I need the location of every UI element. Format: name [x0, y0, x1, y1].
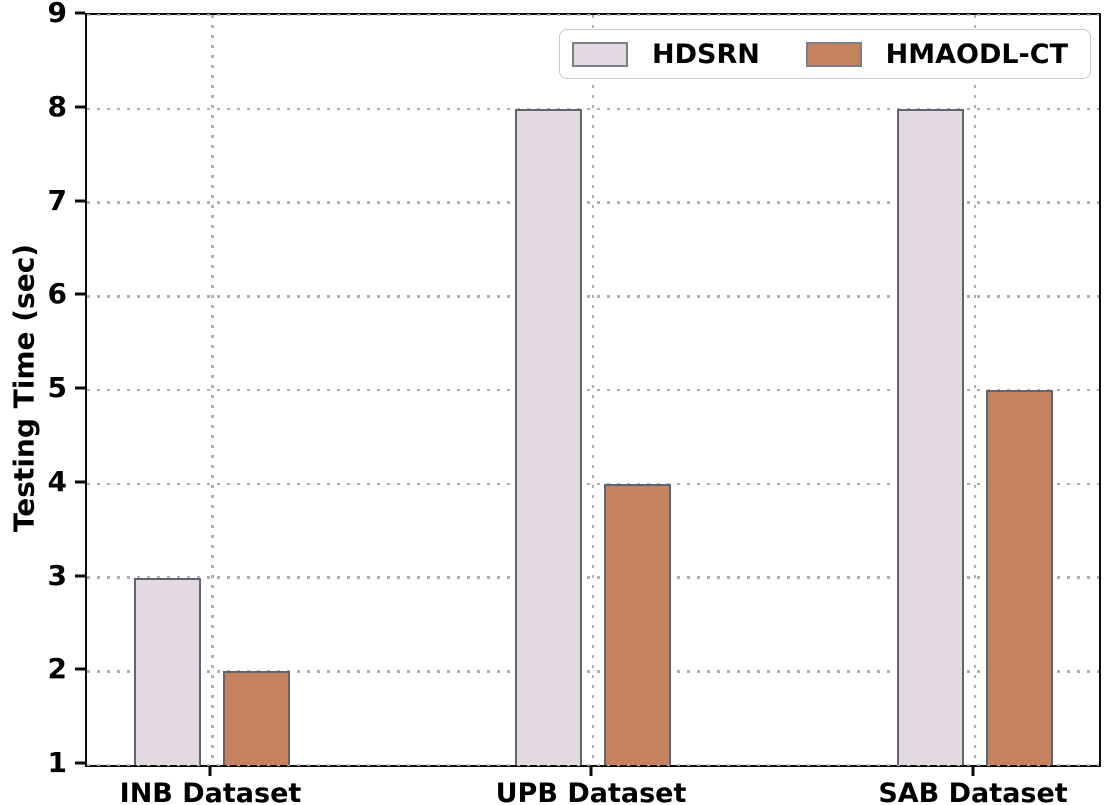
legend-label: HMAODL-CT	[885, 38, 1068, 70]
bar-hmaodl-ct-sab	[986, 390, 1054, 765]
y-tick-label: 5	[47, 371, 67, 404]
y-tick-label: 7	[47, 183, 67, 217]
x-tick-mark	[589, 765, 593, 776]
legend-label: HDSRN	[652, 38, 760, 70]
legend-item: HMAODL-CT	[805, 38, 1068, 70]
legend-item: HDSRN	[572, 41, 760, 68]
y-tick-label: 8	[47, 89, 67, 123]
y-tick-label: 9	[47, 0, 67, 29]
legend: HDSRN HMAODL-CT	[559, 29, 1091, 79]
x-tick-label: SAB Dataset	[878, 778, 1068, 805]
bar-hdsrn-inb	[134, 577, 202, 765]
gridline-vertical	[591, 15, 595, 765]
y-tick-mark	[75, 11, 85, 15]
x-tick-label: UPB Dataset	[495, 778, 687, 805]
x-tick-label: INB Dataset	[119, 778, 302, 805]
bar-hmaodl-ct-upb	[604, 483, 671, 765]
legend-swatch-hmaodl-ct	[805, 41, 862, 67]
x-tick-mark	[208, 765, 212, 776]
y-tick-mark	[75, 667, 85, 671]
bar-hdsrn-sab	[897, 108, 965, 765]
y-tick-mark	[75, 292, 85, 296]
y-tick-mark	[75, 761, 85, 765]
bar-hmaodl-ct-inb	[223, 671, 291, 765]
gridline-vertical	[211, 15, 214, 765]
y-tick-mark	[75, 480, 85, 484]
gridline-horizontal	[87, 763, 1099, 767]
y-tick-label: 6	[47, 277, 67, 311]
y-tick-label: 3	[47, 558, 67, 592]
y-tick-mark	[75, 199, 85, 202]
bar-hdsrn-upb	[515, 108, 582, 765]
y-tick-mark	[75, 574, 85, 577]
y-tick-mark	[75, 386, 85, 390]
gridline-vertical	[973, 15, 977, 765]
legend-swatch-hdsrn	[572, 41, 628, 67]
y-tick-mark	[75, 105, 85, 109]
y-tick-label: 1	[47, 746, 67, 779]
y-tick-label: 4	[47, 464, 67, 498]
x-tick-mark	[971, 765, 975, 776]
y-tick-label: 2	[47, 652, 67, 686]
plot-area	[85, 13, 1101, 767]
